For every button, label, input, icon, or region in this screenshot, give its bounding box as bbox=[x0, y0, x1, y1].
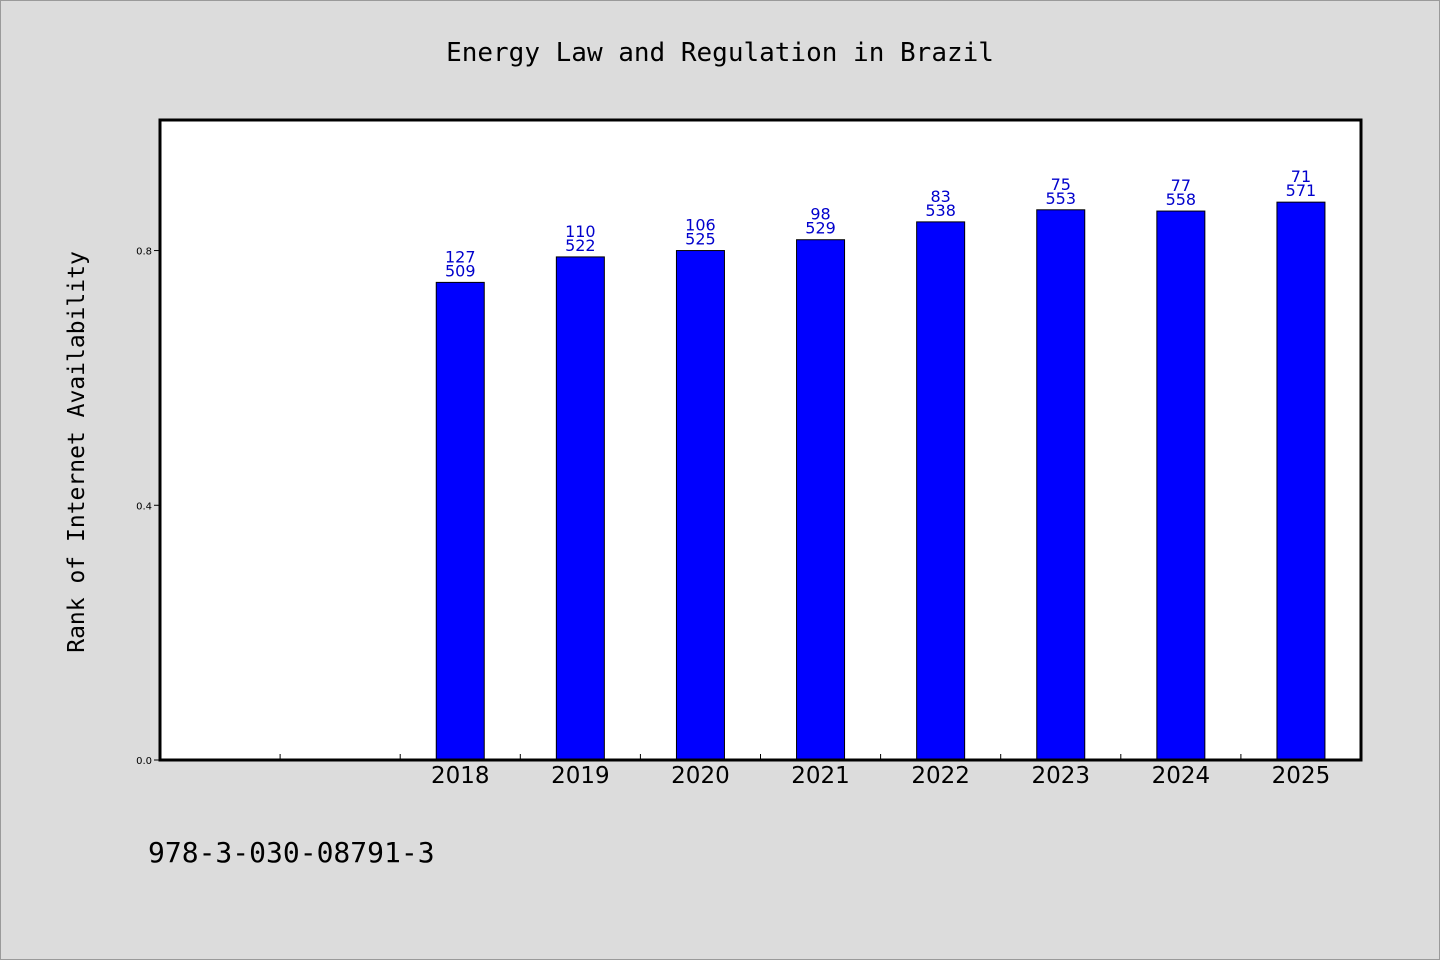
bar-label-top: 75 bbox=[1051, 175, 1071, 194]
chart-title: Energy Law and Regulation in Brazil bbox=[446, 38, 994, 68]
isbn-label: 978-3-030-08791-3 bbox=[148, 836, 435, 869]
y-tick-label: 0.0 bbox=[136, 756, 152, 767]
bar bbox=[435, 281, 485, 761]
bar bbox=[1036, 209, 1086, 761]
bar bbox=[916, 221, 966, 761]
bar-label-bottom: 553 bbox=[1045, 189, 1076, 208]
bar-label-bottom: 522 bbox=[565, 236, 596, 255]
bar-label-top: 98 bbox=[810, 205, 830, 224]
x-tick-label: 2022 bbox=[911, 763, 970, 789]
bar-label-bottom: 529 bbox=[805, 219, 836, 238]
y-axis-label: Rank of Internet Availability bbox=[64, 251, 90, 653]
bar-label-bottom: 571 bbox=[1286, 181, 1317, 200]
bar-label-bottom: 525 bbox=[685, 230, 716, 249]
bar-label-bottom: 509 bbox=[445, 261, 476, 280]
bar bbox=[675, 250, 725, 761]
bar-label-top: 106 bbox=[685, 216, 716, 235]
bar bbox=[555, 256, 605, 761]
x-tick-label: 2019 bbox=[551, 763, 610, 789]
bar-label-top: 127 bbox=[445, 247, 476, 266]
ticks-layer: 0.0 0.4 0.8 2018 2019 2020 2021 2022 2023 2024 202… bbox=[136, 247, 1330, 789]
plot-border bbox=[158, 118, 1363, 762]
x-tick-label: 2020 bbox=[671, 763, 730, 789]
bar-label-top: 110 bbox=[565, 222, 596, 241]
bar-label-top: 71 bbox=[1291, 167, 1311, 186]
x-tick-label: 2023 bbox=[1031, 763, 1090, 789]
bar bbox=[796, 239, 846, 761]
bar-label-top: 77 bbox=[1171, 176, 1191, 195]
x-tick-label: 2018 bbox=[431, 763, 490, 789]
x-tick-label: 2024 bbox=[1152, 763, 1211, 789]
y-tick-label: 0.4 bbox=[136, 501, 152, 512]
bar-label-bottom: 558 bbox=[1166, 190, 1197, 209]
y-tick-label: 0.8 bbox=[136, 247, 152, 258]
x-tick-label: 2021 bbox=[791, 763, 850, 789]
bar-label-top: 83 bbox=[930, 187, 950, 206]
bar bbox=[1276, 201, 1326, 761]
bar-label-bottom: 538 bbox=[925, 201, 956, 220]
bar bbox=[1156, 210, 1206, 761]
x-tick-label: 2025 bbox=[1272, 763, 1331, 789]
